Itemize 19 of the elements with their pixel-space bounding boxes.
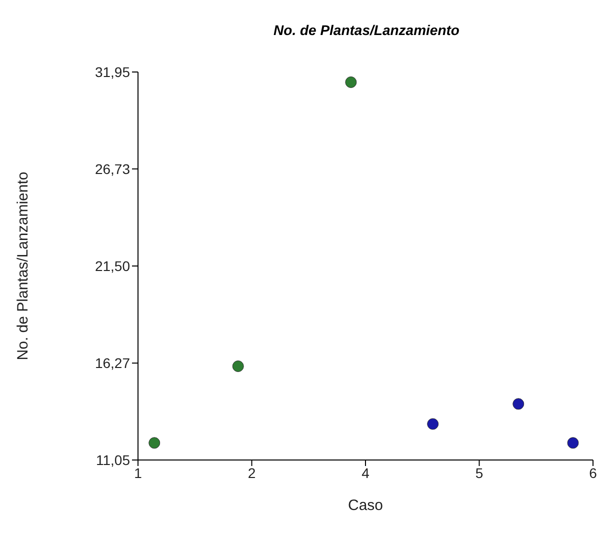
y-tick-label: 16,27 [94,355,130,372]
x-axis-title: Caso [348,497,384,514]
x-tick-label: 1 [134,464,142,481]
y-axis-title: No. de Plantas/Lanzamiento [14,172,32,360]
point [567,437,579,449]
point [427,418,439,430]
point [512,398,524,410]
point [345,76,357,88]
x-tick-label: 2 [248,464,256,481]
y-tick-label: 11,05 [96,452,130,468]
y-tick-label: 21,50 [94,258,130,274]
y-tick-label: 31,95 [94,64,130,80]
y-tick-label: 26,73 [94,160,130,177]
x-tick-label: 4 [362,464,370,481]
chart-title: No. de Plantas/Lanzamiento [272,22,460,40]
x-tick-label: 5 [475,464,484,481]
point [232,360,244,372]
x-tick-label: 6 [589,464,598,481]
point [148,437,160,449]
